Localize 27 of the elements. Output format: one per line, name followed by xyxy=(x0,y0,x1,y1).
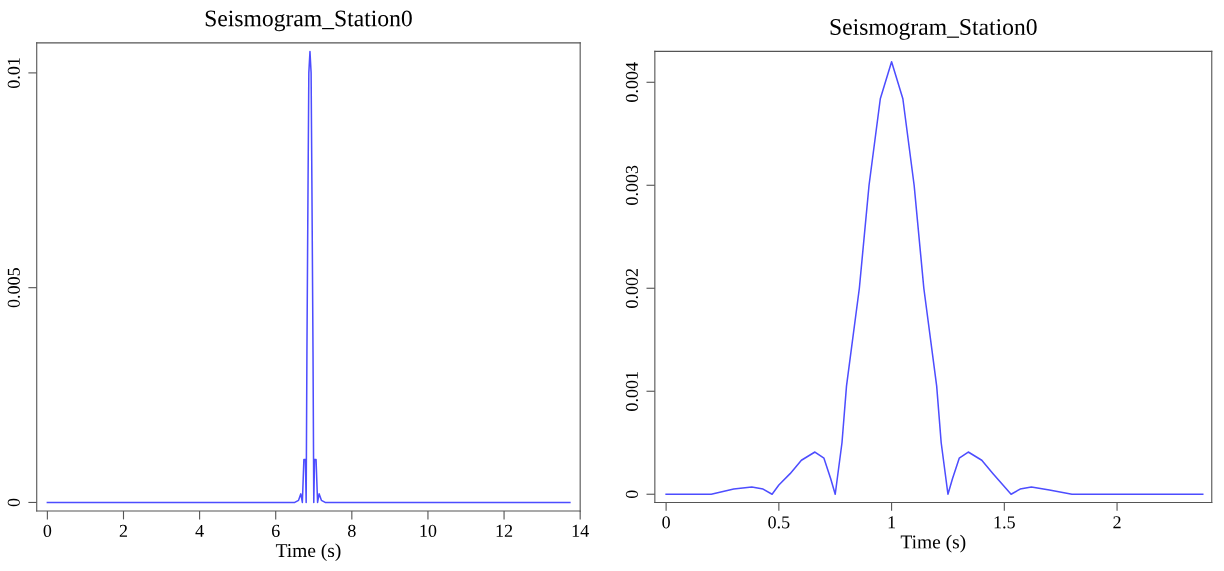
line-series xyxy=(665,60,1204,496)
x-tick-label: 8 xyxy=(348,524,356,537)
line-series xyxy=(46,50,571,504)
x-tick-label: 12 xyxy=(496,524,513,537)
x-tick-label: 2 xyxy=(1113,516,1121,529)
x-tick-label: 0 xyxy=(662,516,670,529)
y-tick-label: 0.002 xyxy=(625,268,639,308)
x-tick-label: 14 xyxy=(572,524,589,537)
y-tick-label: 0 xyxy=(7,498,20,507)
chart-title: Seismogram_Station0 xyxy=(830,19,1037,40)
x-tick-label: 10 xyxy=(420,524,437,537)
x-tick-label: 0 xyxy=(43,524,52,537)
y-tick-label: 0.003 xyxy=(625,165,639,205)
x-tick-label: 6 xyxy=(271,524,280,537)
x-tick-label: 2 xyxy=(119,524,128,537)
x-tick-label: 1.5 xyxy=(994,516,1015,529)
y-tick-label: 0.01 xyxy=(7,58,20,88)
y-tick-label: 0.005 xyxy=(7,268,20,308)
y-tick-label: 0.001 xyxy=(625,372,639,411)
y-tick-label: 0 xyxy=(625,490,638,499)
x-tick-label: 1 xyxy=(888,516,896,529)
y-tick-label: 0.004 xyxy=(625,62,639,102)
x-axis-title: Time (s) xyxy=(275,543,341,562)
x-tick-label: 0.5 xyxy=(768,516,790,529)
x-tick-label: 4 xyxy=(195,524,204,537)
chart-title: Seismogram_Station0 xyxy=(205,10,412,32)
x-axis-title: Time (s) xyxy=(900,534,966,553)
